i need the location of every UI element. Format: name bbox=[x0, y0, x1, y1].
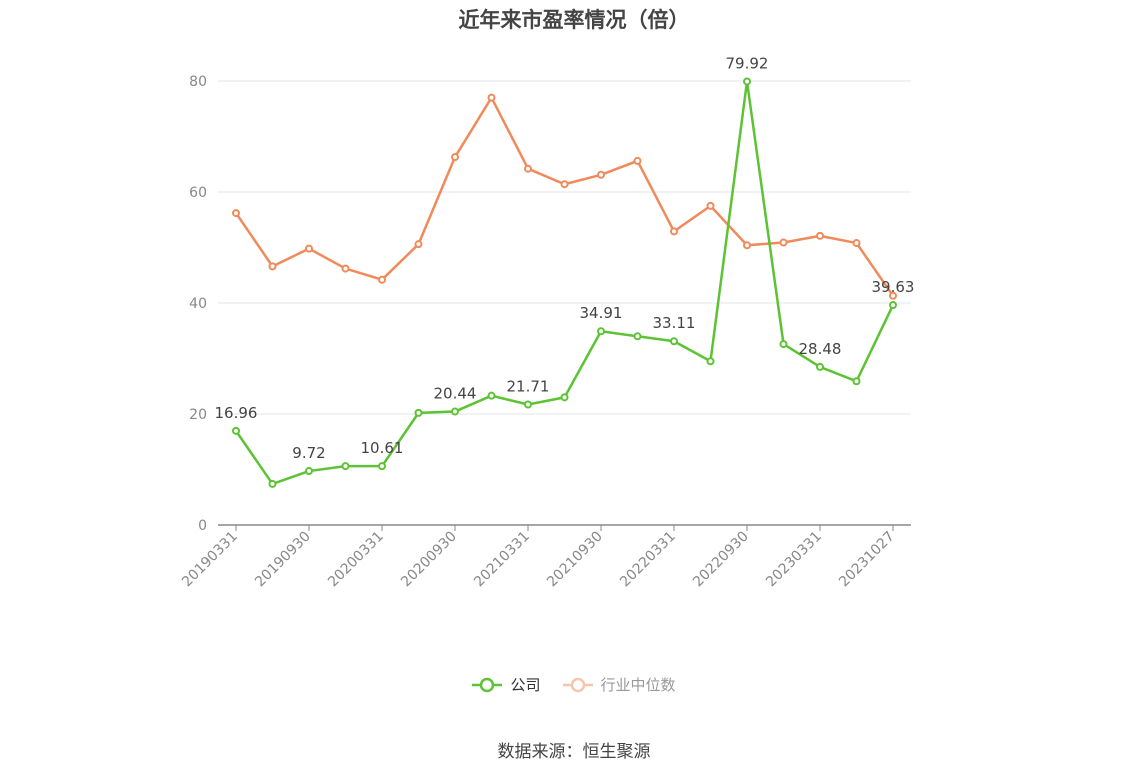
company-data-point bbox=[779, 340, 788, 349]
company-data-point bbox=[451, 407, 459, 416]
company-data-point bbox=[305, 467, 313, 476]
company-data-label: 21.71 bbox=[507, 378, 550, 396]
legend: 公司 行业中位数 bbox=[0, 674, 1148, 695]
legend-company-marker-icon bbox=[472, 677, 503, 692]
legend-company-label: 公司 bbox=[510, 676, 541, 694]
line-chart: 0 20 40 60 80 20190331 20190930 20200331 2020093… bbox=[179, 54, 915, 590]
axes: 0 20 40 60 80 20190331 20190930 20200331 2020093… bbox=[179, 74, 911, 590]
company-data-label: 9.72 bbox=[292, 444, 325, 462]
industry-data-point bbox=[633, 156, 642, 165]
y-tick-label: 20 bbox=[189, 407, 207, 423]
company-data-point bbox=[560, 393, 569, 402]
legend-industry-marker-icon bbox=[562, 677, 593, 692]
industry-data-point bbox=[268, 262, 277, 271]
industry-data-point bbox=[597, 170, 605, 179]
industry-data-point bbox=[560, 180, 569, 189]
company-data-point bbox=[378, 462, 386, 471]
x-tick-label: 20210331 bbox=[471, 529, 533, 591]
x-tick-label: 20230331 bbox=[763, 529, 825, 591]
data-labels: 16.96 9.72 10.61 20.44 21.71 34.91 33.11 79.92 2… bbox=[215, 54, 915, 462]
x-tick-label: 20200930 bbox=[398, 529, 460, 591]
company-data-label: 79.92 bbox=[726, 54, 769, 72]
company-data-point bbox=[268, 479, 277, 488]
industry-data-point bbox=[743, 241, 751, 250]
industry-data-point bbox=[487, 93, 496, 102]
company-data-point bbox=[706, 357, 715, 366]
x-tick-label: 20200331 bbox=[325, 529, 387, 591]
y-tick-label: 80 bbox=[189, 74, 207, 90]
company-data-point bbox=[487, 391, 496, 400]
company-data-label: 28.48 bbox=[799, 340, 842, 358]
x-tick-label: 20210930 bbox=[544, 529, 606, 591]
y-tick-label: 40 bbox=[189, 296, 207, 312]
company-data-point bbox=[743, 77, 751, 86]
company-data-point bbox=[633, 332, 642, 341]
company-data-label: 16.96 bbox=[215, 404, 258, 422]
x-tick-label: 20220930 bbox=[690, 529, 752, 591]
series-layer bbox=[232, 77, 897, 488]
x-tick-label: 20231027 bbox=[836, 529, 898, 591]
data-source-note: 数据来源：恒生聚源 bbox=[497, 742, 651, 762]
industry-data-point bbox=[232, 209, 240, 218]
industry-data-point bbox=[341, 264, 350, 273]
industry-data-point bbox=[779, 238, 788, 247]
industry-data-point bbox=[524, 164, 532, 173]
industry-data-point bbox=[852, 239, 861, 248]
industry-data-point bbox=[414, 240, 423, 249]
industry-data-point bbox=[816, 231, 824, 240]
y-tick-label: 0 bbox=[198, 518, 207, 534]
legend-industry-label: 行业中位数 bbox=[600, 676, 676, 694]
company-data-point bbox=[670, 337, 678, 346]
industry-data-point bbox=[451, 153, 459, 162]
x-tick-label: 20190331 bbox=[179, 529, 241, 591]
x-tick-label: 20220331 bbox=[617, 529, 679, 591]
company-data-point bbox=[524, 400, 532, 409]
legend-item-company[interactable]: 公司 bbox=[472, 674, 541, 695]
company-data-point bbox=[597, 327, 605, 336]
company-data-point bbox=[889, 301, 897, 310]
company-data-label: 33.11 bbox=[653, 314, 696, 332]
industry-data-point bbox=[889, 291, 897, 300]
company-data-point bbox=[341, 462, 350, 471]
company-data-label: 39.63 bbox=[872, 278, 915, 296]
industry-data-point bbox=[670, 227, 678, 236]
industry-data-point bbox=[378, 275, 386, 284]
company-data-point bbox=[852, 377, 861, 386]
industry-data-point bbox=[706, 201, 715, 210]
company-data-label: 34.91 bbox=[580, 304, 623, 322]
company-data-label: 10.61 bbox=[361, 439, 404, 457]
company-series-line bbox=[234, 80, 895, 486]
legend-item-industry-median[interactable]: 行业中位数 bbox=[562, 674, 676, 695]
company-data-point bbox=[816, 362, 824, 371]
industry-series-line bbox=[234, 96, 895, 297]
industry-data-point bbox=[305, 244, 313, 253]
chart-title: 近年来市盈率情况（倍） bbox=[458, 8, 690, 32]
grid-lines bbox=[218, 80, 911, 415]
company-data-label: 20.44 bbox=[434, 385, 477, 403]
y-tick-label: 60 bbox=[189, 185, 207, 201]
company-data-point bbox=[232, 426, 240, 435]
company-data-point bbox=[414, 408, 423, 417]
x-tick-label: 20190930 bbox=[252, 529, 314, 591]
